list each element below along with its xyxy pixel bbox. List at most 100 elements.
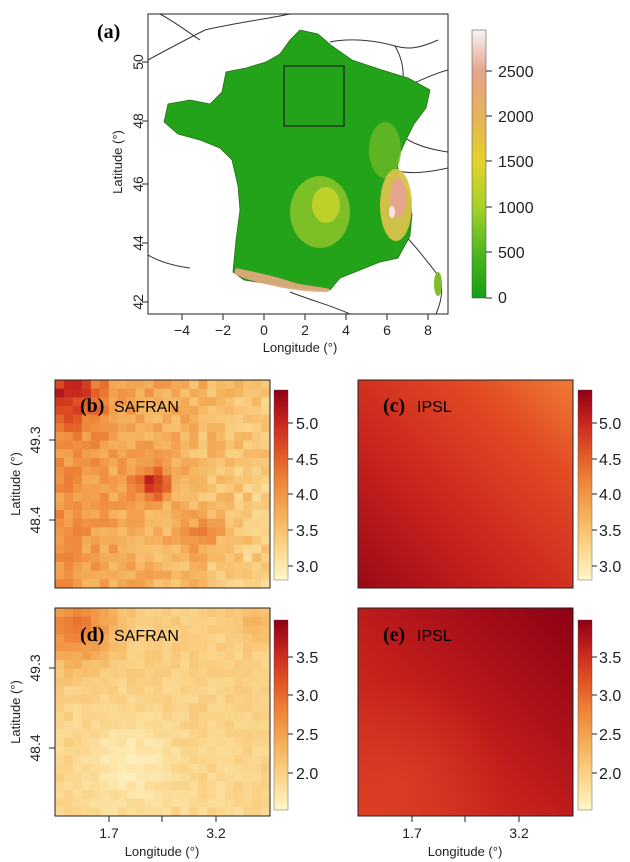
grid-cell <box>162 466 172 476</box>
grid-cell <box>126 406 137 416</box>
colorbar-b-tick: 4.5 <box>296 452 318 469</box>
grid-cell <box>171 668 181 678</box>
grid-cell <box>144 484 154 494</box>
grid-cell <box>144 764 154 774</box>
grid-cell <box>153 510 163 520</box>
grid-cell <box>216 432 226 442</box>
grid-cell <box>144 501 154 511</box>
grid-cell <box>234 668 244 678</box>
grid-cell <box>252 406 262 416</box>
grid-cell <box>261 608 271 618</box>
grid-cell <box>198 668 208 678</box>
grid-cell <box>108 738 119 748</box>
grid-cell <box>225 764 235 774</box>
grid-cell <box>117 536 128 546</box>
grid-cell <box>99 677 110 687</box>
grid-cell <box>63 790 74 800</box>
grid-cell <box>90 712 101 722</box>
grid-cell <box>99 634 110 644</box>
grid-cell <box>126 720 137 730</box>
grid-cell <box>135 527 145 537</box>
grid-cell <box>153 781 163 791</box>
grid-cell <box>225 668 235 678</box>
grid-cell <box>63 527 74 537</box>
grid-cell <box>55 484 65 494</box>
grid-cell <box>216 781 226 791</box>
grid-e-x-axis-label: Longitude (°) <box>428 844 503 859</box>
grid-cell <box>117 729 128 739</box>
grid-cell <box>153 790 163 800</box>
grid-cell <box>225 527 235 537</box>
grid-cell <box>117 616 128 626</box>
grid-cell <box>81 536 92 546</box>
grid-cell <box>72 790 83 800</box>
grid-cell <box>144 388 154 398</box>
grid-cell <box>234 380 244 390</box>
grid-cell <box>171 738 181 748</box>
grid-cell <box>55 686 65 696</box>
grid-cell <box>108 781 119 791</box>
grid-cell <box>261 570 271 580</box>
grid-cell <box>162 440 172 450</box>
grid-cell <box>180 660 190 670</box>
grid-cell <box>243 501 253 511</box>
grid-cell <box>180 668 190 678</box>
grid-cell <box>90 790 101 800</box>
grid-cell <box>153 668 163 678</box>
grid-cell <box>171 380 181 390</box>
grid-cell <box>180 397 190 407</box>
grid-cell <box>126 703 137 713</box>
grid-cell <box>108 616 119 626</box>
grid-cell <box>55 634 65 644</box>
grid-cell <box>180 686 190 696</box>
grid-cell <box>99 570 110 580</box>
grid-cell <box>189 651 199 661</box>
grid-cell <box>108 720 119 730</box>
grid-cell <box>81 642 92 652</box>
grid-cell <box>117 510 128 520</box>
grid-cell <box>55 458 65 468</box>
grid-cell <box>216 536 226 546</box>
grid-cell <box>225 458 235 468</box>
grid-cell <box>261 772 271 782</box>
grid-cell <box>81 440 92 450</box>
grid-cell <box>252 380 262 390</box>
grid-cell <box>189 510 199 520</box>
grid-cell <box>81 432 92 442</box>
grid-cell <box>55 518 65 528</box>
grid-cell <box>72 423 83 433</box>
grid-cell <box>207 449 217 459</box>
grid-cell <box>234 518 244 528</box>
grid-cell <box>153 694 163 704</box>
grid-cell <box>55 510 65 520</box>
grid-cell <box>162 432 172 442</box>
grid-cell <box>126 432 137 442</box>
grid-cell <box>63 475 74 485</box>
grid-cell <box>108 712 119 722</box>
grid-cell <box>207 625 217 635</box>
grid-cell <box>72 651 83 661</box>
grid-cell <box>162 527 172 537</box>
grid-cell <box>144 703 154 713</box>
grid-cell <box>90 807 101 817</box>
grid-cell <box>252 616 262 626</box>
grid-cell <box>72 432 83 442</box>
grid-cell <box>198 746 208 756</box>
grid-cell <box>234 798 244 808</box>
grid-cell <box>99 544 110 554</box>
grid-cell <box>234 616 244 626</box>
grid-cell <box>99 475 110 485</box>
grid-cell <box>81 686 92 696</box>
grid-cell <box>216 668 226 678</box>
grid-cell <box>90 738 101 748</box>
grid-cell <box>144 536 154 546</box>
grid-cell <box>63 518 74 528</box>
grid-cell <box>63 484 74 494</box>
grid-cell <box>135 738 145 748</box>
grid-cell <box>135 553 145 563</box>
grid-cell <box>171 712 181 722</box>
grid-cell <box>108 466 119 476</box>
grid-cell <box>261 651 271 661</box>
grid-cell <box>252 518 262 528</box>
grid-cell <box>90 686 101 696</box>
